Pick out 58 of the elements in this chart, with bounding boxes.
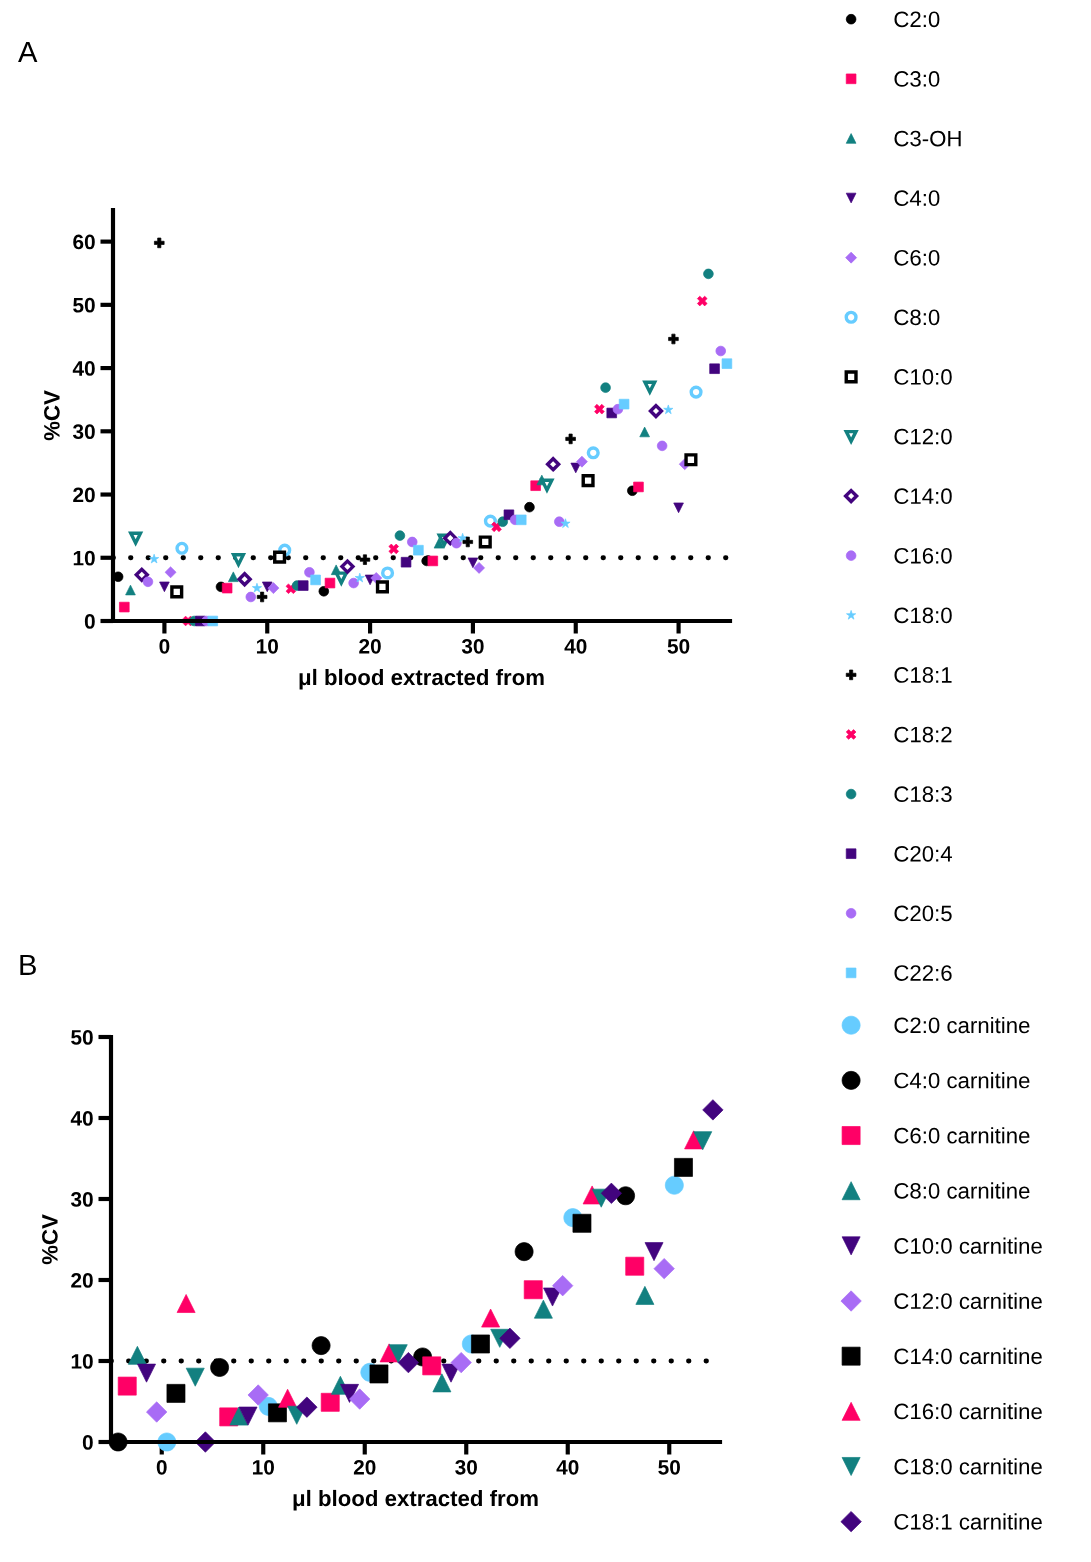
y-tick-label: 50 — [71, 1030, 93, 1045]
legend-label: C18:1 carnitine — [894, 1513, 1042, 1530]
chart-title: A — [18, 41, 38, 62]
legend-label: C4:0 carnitine — [894, 1072, 1030, 1089]
legend-label: C16:0 — [894, 547, 952, 564]
x-tick-label: 50 — [658, 1459, 680, 1475]
y-tick-label: 40 — [72, 361, 95, 376]
y-tick-label: 40 — [70, 1111, 93, 1126]
x-tick-label: 0 — [159, 638, 170, 654]
x-axis-title: μl blood extracted from — [299, 668, 544, 690]
y-tick-label: 30 — [70, 1192, 93, 1207]
x-tick-label: 10 — [256, 638, 278, 654]
y-tick-label: 0 — [84, 614, 95, 629]
legend-label: C3:0 — [894, 71, 940, 87]
y-tick-label: 10 — [73, 550, 95, 566]
legend-label: C18:2 — [894, 726, 952, 743]
x-tick-label: 40 — [564, 638, 587, 654]
legend-label: C14:0 — [894, 488, 952, 505]
legend-label: C4:0 — [894, 190, 940, 207]
legend-label: C20:4 — [894, 845, 952, 862]
y-tick-label: 20 — [73, 487, 95, 503]
legend-label: C14:0 carnitine — [894, 1347, 1042, 1365]
legend-label: C18:1 — [894, 667, 952, 683]
legend-label: C10:0 — [894, 369, 952, 385]
legend-label: C16:0 carnitine — [894, 1403, 1042, 1420]
y-tick-label: 30 — [72, 424, 95, 440]
x-axis-title: μl blood extracted from — [293, 1489, 538, 1511]
legend-label: C2:0 carnitine — [894, 1016, 1030, 1034]
x-tick-label: 30 — [455, 1459, 477, 1475]
legend-label: C18:3 — [894, 786, 952, 803]
y-tick-label: 50 — [73, 297, 95, 313]
legend-label: C12:0 carnitine — [894, 1292, 1042, 1310]
legend-label: C8:0 carnitine — [894, 1182, 1030, 1199]
legend-label: C22:6 — [894, 965, 952, 981]
chart-title: B — [20, 954, 36, 975]
x-tick-label: 40 — [556, 1459, 579, 1475]
legend-label: C12:0 — [894, 428, 952, 445]
y-axis-title: %CV — [44, 390, 60, 441]
y-tick-label: 10 — [71, 1354, 93, 1369]
x-tick-label: 20 — [353, 1459, 376, 1475]
x-tick-label: 20 — [359, 638, 381, 654]
legend-label: C20:5 — [894, 905, 952, 922]
legend-label: C6:0 — [894, 249, 940, 266]
y-tick-label: 60 — [73, 234, 95, 250]
y-axis-title: %CV — [42, 1214, 58, 1265]
legend-label: C18:0 carnitine — [894, 1458, 1042, 1475]
legend-label: C10:0 carnitine — [894, 1237, 1042, 1254]
legend-label: C6:0 carnitine — [894, 1127, 1030, 1144]
y-tick-label: 20 — [71, 1273, 93, 1288]
x-tick-label: 30 — [461, 638, 484, 654]
y-tick-label: 0 — [82, 1435, 93, 1450]
x-tick-label: 50 — [667, 638, 690, 654]
x-tick-label: 0 — [156, 1459, 167, 1475]
legend-label: C18:0 — [894, 607, 952, 624]
legend-label: C8:0 — [894, 309, 940, 326]
x-tick-label: 10 — [252, 1459, 274, 1475]
legend-label: C3-OH — [894, 130, 961, 147]
legend-label: C2:0 — [894, 11, 940, 28]
